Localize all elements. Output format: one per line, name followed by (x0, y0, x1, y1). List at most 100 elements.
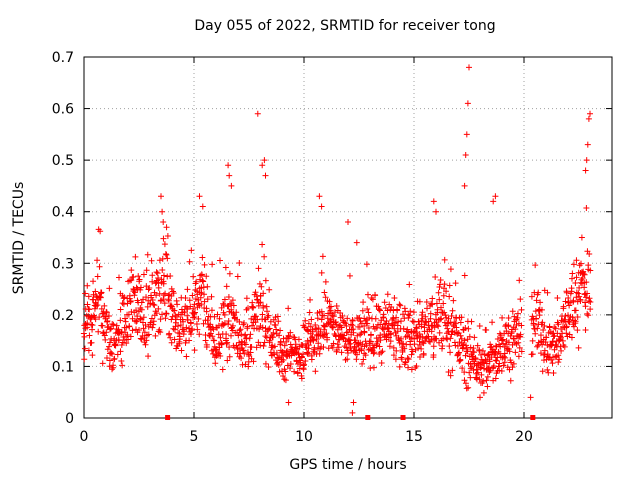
data-point (308, 356, 315, 363)
data-point (349, 409, 356, 416)
data-point (80, 330, 87, 337)
data-point (225, 162, 232, 169)
data-point (406, 281, 413, 288)
data-point (569, 314, 576, 321)
data-point (380, 314, 387, 321)
data-point (226, 270, 233, 277)
data-point (202, 337, 209, 344)
data-point (533, 315, 540, 322)
data-point (117, 317, 124, 324)
data-point (272, 322, 279, 329)
data-point (238, 355, 245, 362)
data-point (193, 321, 200, 328)
data-point (480, 378, 487, 385)
data-point (287, 329, 294, 336)
data-point (508, 328, 515, 335)
data-point (537, 299, 544, 306)
data-point (372, 291, 379, 298)
data-point (413, 363, 420, 370)
data-point (135, 273, 142, 280)
data-point (236, 346, 243, 353)
data-point (211, 313, 218, 320)
data-point (151, 302, 158, 309)
data-point (161, 300, 168, 307)
data-point (552, 354, 559, 361)
data-point (322, 278, 329, 285)
data-point (343, 329, 350, 336)
data-point (551, 324, 558, 331)
data-point (427, 338, 434, 345)
data-point (156, 290, 163, 297)
data-point (562, 312, 569, 319)
data-point (585, 297, 592, 304)
data-point (121, 337, 128, 344)
data-point (97, 293, 104, 300)
data-point (319, 253, 326, 260)
data-point (490, 198, 497, 205)
data-point (509, 308, 516, 315)
data-point (132, 253, 139, 260)
data-point (259, 324, 266, 331)
data-point (86, 306, 93, 313)
data-point (112, 341, 119, 348)
data-point (353, 239, 360, 246)
data-point (338, 324, 345, 331)
data-point (130, 273, 137, 280)
data-point (194, 326, 201, 333)
data-point (242, 341, 249, 348)
data-point (507, 377, 514, 384)
data-point (150, 321, 157, 328)
data-point (188, 247, 195, 254)
data-point (282, 368, 289, 375)
data-point (196, 193, 203, 200)
data-point (373, 324, 380, 331)
data-point (466, 369, 473, 376)
data-point (160, 235, 167, 242)
data-point (261, 339, 268, 346)
data-point (587, 306, 594, 313)
data-point (143, 337, 150, 344)
data-point (425, 333, 432, 340)
data-point (473, 366, 480, 373)
data-point (189, 326, 196, 333)
data-point (203, 273, 210, 280)
data-point (258, 283, 265, 290)
data-point (408, 366, 415, 373)
data-point (568, 288, 575, 295)
data-point (446, 293, 453, 300)
data-point (158, 193, 164, 200)
data-point (136, 326, 143, 333)
data-point (174, 301, 181, 308)
data-point (499, 314, 506, 321)
data-point (217, 334, 224, 341)
data-point (111, 355, 118, 362)
data-point (416, 298, 423, 305)
data-point (175, 322, 182, 329)
data-point (441, 256, 448, 263)
data-point (160, 272, 167, 279)
data-point (144, 303, 151, 310)
data-point (198, 271, 205, 278)
data-point (224, 357, 231, 364)
data-point (256, 326, 263, 333)
data-point (300, 351, 307, 358)
data-point (199, 277, 206, 284)
data-point (498, 368, 505, 375)
data-point (260, 343, 267, 350)
data-point (583, 279, 590, 286)
data-point (482, 356, 489, 363)
data-point (151, 289, 158, 296)
data-point (257, 342, 264, 349)
data-point (360, 299, 367, 306)
data-point (557, 334, 564, 341)
data-point (320, 312, 327, 319)
data-point (549, 360, 556, 367)
data-point (491, 351, 498, 358)
data-point (578, 234, 585, 241)
data-point (411, 341, 418, 348)
data-point (182, 294, 189, 301)
data-point (163, 224, 170, 231)
data-point (563, 289, 570, 296)
data-point (407, 338, 414, 345)
